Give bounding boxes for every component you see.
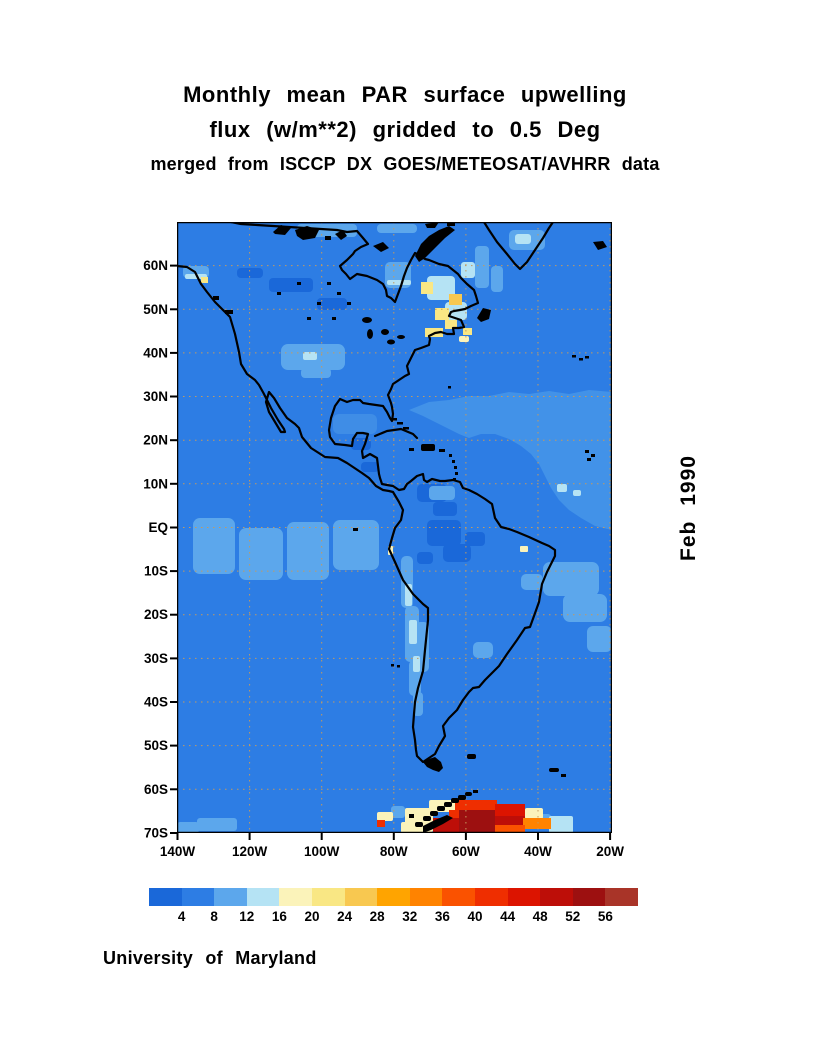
colorbar-tick: 4 — [177, 909, 186, 924]
colorbar-tick: 32 — [402, 909, 418, 924]
colorbar-tick: 8 — [210, 909, 218, 924]
colorbar-segment — [409, 888, 443, 906]
colorbar-tick: 12 — [239, 909, 255, 924]
lat-tick-label: 30S — [144, 651, 168, 666]
lat-tick-label: EQ — [148, 520, 168, 535]
lat-tick-labels: 60N 50N 40N 30N 20N 10N EQ 10S 20S 30S 4… — [143, 258, 168, 841]
lat-tick-label: 40S — [144, 695, 168, 710]
colorbar-segment — [474, 888, 508, 906]
colorbar-tick: 40 — [467, 909, 483, 924]
lat-tick-label: 50S — [144, 738, 168, 753]
lat-tick-label: 60N — [143, 258, 168, 273]
lon-tick-label: 80W — [380, 844, 408, 859]
colorbar-tick: 28 — [369, 909, 385, 924]
colorbar-tick: 16 — [271, 909, 287, 924]
lat-tick-label: 30N — [143, 389, 168, 404]
credit-text: University of Maryland — [103, 948, 317, 968]
colorbar-tick: 44 — [500, 909, 516, 924]
lat-tick-label: 40N — [143, 345, 168, 360]
lon-tick-label: 60W — [452, 844, 480, 859]
colorbar-segment — [540, 888, 573, 906]
colorbar-segment — [442, 888, 475, 906]
lat-tick-label: 20N — [143, 433, 168, 448]
colorbar-tick: 52 — [565, 909, 581, 924]
colorbar-tick: 48 — [532, 909, 548, 924]
colorbar-tick: 20 — [304, 909, 320, 924]
lon-axis — [176, 833, 612, 840]
colorbar-segment — [181, 888, 215, 906]
lon-tick-label: 100W — [304, 844, 340, 859]
colorbar-segment — [214, 888, 247, 906]
lat-tick-label: 10S — [144, 564, 168, 579]
lon-tick-label: 20W — [596, 844, 624, 859]
islands — [213, 222, 607, 833]
colorbar-segment — [344, 888, 378, 906]
figure-title: Monthly mean PAR surface upwelling flux … — [0, 84, 810, 175]
lat-tick-label: 60S — [144, 782, 168, 797]
lat-tick-label: 70S — [144, 826, 168, 841]
colorbar-segment — [246, 888, 280, 906]
map-figure: 60N 50N 40N 30N 20N 10N EQ 10S 20S 30S 4… — [143, 222, 624, 859]
colorbar-segment — [377, 888, 410, 906]
colorbar: 4 8 12 16 20 24 28 32 36 40 44 48 52 56 — [149, 888, 639, 932]
lon-tick-label: 140W — [160, 844, 196, 859]
colorbar-segment — [507, 888, 541, 906]
lat-tick-label: 50N — [143, 302, 168, 317]
coastlines — [177, 222, 557, 764]
colorbar-segment — [149, 888, 182, 906]
lat-tick-label: 20S — [144, 607, 168, 622]
colorbar-tick: 56 — [597, 909, 613, 924]
title-line-2: flux (w/m**2) gridded to 0.5 Deg — [209, 117, 601, 142]
colorbar-segment — [605, 888, 638, 906]
colorbar-tick: 24 — [337, 909, 353, 924]
colorbar-segment — [311, 888, 345, 906]
lon-tick-label: 40W — [524, 844, 552, 859]
date-label: Feb 1990 — [677, 455, 700, 561]
lon-tick-label: 120W — [232, 844, 268, 859]
colorbar-segment — [572, 888, 606, 906]
colorbar-strip — [149, 888, 638, 906]
colorbar-tick: 36 — [434, 909, 450, 924]
title-line-1: Monthly mean PAR surface upwelling — [183, 82, 627, 107]
lon-tick-labels: 140W 120W 100W 80W 60W 40W 20W — [160, 844, 624, 859]
lat-axis — [170, 264, 177, 834]
title-subtitle: merged from ISCCP DX GOES/METEOSAT/AVHRR… — [150, 154, 660, 174]
colorbar-segment — [279, 888, 312, 906]
lat-tick-label: 10N — [143, 476, 168, 491]
